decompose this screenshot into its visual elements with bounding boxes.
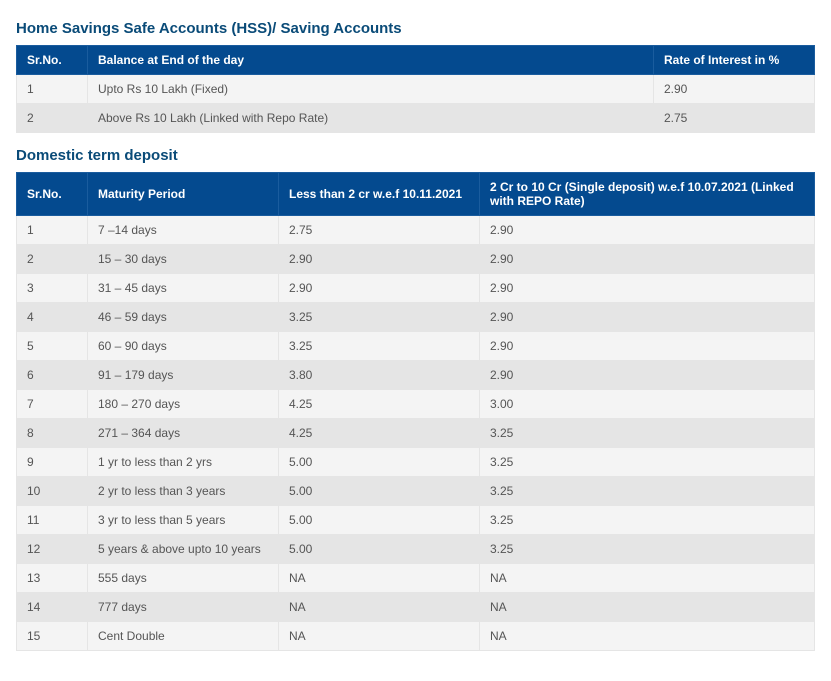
col-rate: Rate of Interest in % xyxy=(654,46,815,75)
table-cell: 4.25 xyxy=(279,419,480,448)
table-cell: 31 – 45 days xyxy=(88,274,279,303)
table-row: 125 years & above upto 10 years5.003.25 xyxy=(17,535,815,564)
table-cell: 3.80 xyxy=(279,361,480,390)
table-cell: 5.00 xyxy=(279,477,480,506)
table-row: 2Above Rs 10 Lakh (Linked with Repo Rate… xyxy=(17,104,815,133)
table-cell: 777 days xyxy=(88,593,279,622)
table-row: 91 yr to less than 2 yrs5.003.25 xyxy=(17,448,815,477)
table-cell: 2.90 xyxy=(279,245,480,274)
savings-table: Sr.No. Balance at End of the day Rate of… xyxy=(16,45,815,133)
table-cell: 3.25 xyxy=(279,332,480,361)
table-cell: Above Rs 10 Lakh (Linked with Repo Rate) xyxy=(88,104,654,133)
table-row: 446 – 59 days3.252.90 xyxy=(17,303,815,332)
col-srno: Sr.No. xyxy=(17,46,88,75)
table-cell: 5.00 xyxy=(279,448,480,477)
table-row: 13555 daysNANA xyxy=(17,564,815,593)
table-cell: 3.00 xyxy=(480,390,815,419)
table-cell: 60 – 90 days xyxy=(88,332,279,361)
table-row: 15Cent DoubleNANA xyxy=(17,622,815,651)
table-cell: 180 – 270 days xyxy=(88,390,279,419)
table-cell: 555 days xyxy=(88,564,279,593)
table-cell: 2.90 xyxy=(480,303,815,332)
term-table: Sr.No. Maturity Period Less than 2 cr w.… xyxy=(16,172,815,651)
table-cell: 3.25 xyxy=(480,535,815,564)
table-cell: 6 xyxy=(17,361,88,390)
table-cell: 3.25 xyxy=(279,303,480,332)
table-cell: 7 –14 days xyxy=(88,216,279,245)
table-cell: 5.00 xyxy=(279,506,480,535)
table-cell: 15 – 30 days xyxy=(88,245,279,274)
table-row: 691 – 179 days3.802.90 xyxy=(17,361,815,390)
table-row: 1Upto Rs 10 Lakh (Fixed)2.90 xyxy=(17,75,815,104)
table-cell: Upto Rs 10 Lakh (Fixed) xyxy=(88,75,654,104)
table-cell: 91 – 179 days xyxy=(88,361,279,390)
table-cell: Cent Double xyxy=(88,622,279,651)
table-cell: 2.90 xyxy=(654,75,815,104)
savings-heading: Home Savings Safe Accounts (HSS)/ Saving… xyxy=(16,20,815,37)
col-rate-2to10cr: 2 Cr to 10 Cr (Single deposit) w.e.f 10.… xyxy=(480,173,815,216)
table-cell: 271 – 364 days xyxy=(88,419,279,448)
col-rate-lt2cr: Less than 2 cr w.e.f 10.11.2021 xyxy=(279,173,480,216)
table-cell: NA xyxy=(279,593,480,622)
table-row: 7180 – 270 days4.253.00 xyxy=(17,390,815,419)
col-srno: Sr.No. xyxy=(17,173,88,216)
table-cell: 3 yr to less than 5 years xyxy=(88,506,279,535)
table-row: 17 –14 days2.752.90 xyxy=(17,216,815,245)
table-cell: 5 xyxy=(17,332,88,361)
table-row: 102 yr to less than 3 years5.003.25 xyxy=(17,477,815,506)
table-cell: 4.25 xyxy=(279,390,480,419)
savings-header-row: Sr.No. Balance at End of the day Rate of… xyxy=(17,46,815,75)
table-cell: 2.75 xyxy=(279,216,480,245)
term-header-row: Sr.No. Maturity Period Less than 2 cr w.… xyxy=(17,173,815,216)
table-cell: 5.00 xyxy=(279,535,480,564)
table-cell: NA xyxy=(279,622,480,651)
table-cell: NA xyxy=(279,564,480,593)
table-cell: 2 xyxy=(17,245,88,274)
table-cell: 1 xyxy=(17,216,88,245)
table-cell: 2 xyxy=(17,104,88,133)
table-row: 113 yr to less than 5 years5.003.25 xyxy=(17,506,815,535)
table-row: 331 – 45 days2.902.90 xyxy=(17,274,815,303)
table-cell: 2.90 xyxy=(480,361,815,390)
table-cell: 13 xyxy=(17,564,88,593)
table-cell: 2.90 xyxy=(480,245,815,274)
table-cell: 3.25 xyxy=(480,506,815,535)
table-cell: 2.75 xyxy=(654,104,815,133)
table-cell: 1 yr to less than 2 yrs xyxy=(88,448,279,477)
table-cell: 46 – 59 days xyxy=(88,303,279,332)
table-row: 14777 daysNANA xyxy=(17,593,815,622)
table-cell: 3.25 xyxy=(480,448,815,477)
table-cell: 12 xyxy=(17,535,88,564)
table-cell: 15 xyxy=(17,622,88,651)
table-cell: NA xyxy=(480,564,815,593)
table-cell: NA xyxy=(480,593,815,622)
table-cell: 2 yr to less than 3 years xyxy=(88,477,279,506)
table-cell: 3.25 xyxy=(480,477,815,506)
table-cell: 9 xyxy=(17,448,88,477)
table-cell: 4 xyxy=(17,303,88,332)
table-cell: 1 xyxy=(17,75,88,104)
table-cell: 2.90 xyxy=(279,274,480,303)
col-maturity: Maturity Period xyxy=(88,173,279,216)
table-cell: 2.90 xyxy=(480,216,815,245)
table-cell: 10 xyxy=(17,477,88,506)
col-balance: Balance at End of the day xyxy=(88,46,654,75)
table-cell: 3 xyxy=(17,274,88,303)
table-row: 560 – 90 days3.252.90 xyxy=(17,332,815,361)
table-row: 8271 – 364 days4.253.25 xyxy=(17,419,815,448)
term-heading: Domestic term deposit xyxy=(16,147,815,164)
table-cell: NA xyxy=(480,622,815,651)
table-cell: 8 xyxy=(17,419,88,448)
table-cell: 14 xyxy=(17,593,88,622)
table-cell: 11 xyxy=(17,506,88,535)
table-row: 215 – 30 days2.902.90 xyxy=(17,245,815,274)
table-cell: 2.90 xyxy=(480,332,815,361)
table-cell: 5 years & above upto 10 years xyxy=(88,535,279,564)
table-cell: 2.90 xyxy=(480,274,815,303)
table-cell: 3.25 xyxy=(480,419,815,448)
table-cell: 7 xyxy=(17,390,88,419)
